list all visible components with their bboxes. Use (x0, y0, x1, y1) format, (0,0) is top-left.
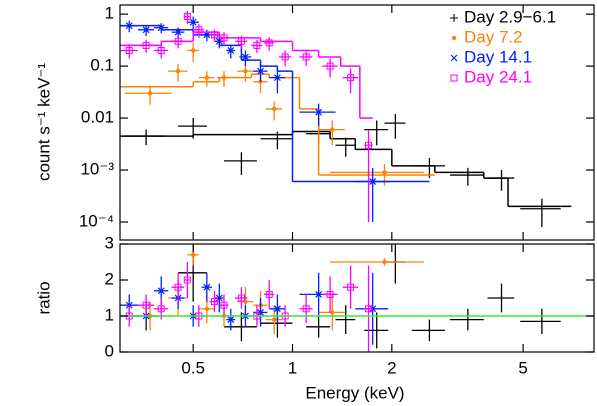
y-tick-label: 10⁻⁴ (79, 211, 114, 230)
marker (450, 54, 458, 62)
marker (174, 28, 182, 36)
marker (271, 317, 277, 322)
y-axis-label: count s⁻¹ keV⁻¹ (34, 63, 53, 181)
marker (330, 310, 335, 315)
marker (157, 287, 165, 295)
x-tick-label: 0.5 (181, 358, 205, 377)
legend-label: Day 2.9−6.1 (464, 7, 556, 26)
marker (174, 37, 182, 45)
marker (265, 39, 273, 47)
legend-label: Day 7.2 (464, 27, 523, 46)
marker (142, 301, 150, 309)
marker (347, 283, 355, 291)
marker (147, 91, 153, 96)
marker (190, 252, 196, 257)
legend-label: Day 14.1 (464, 47, 532, 66)
marker (174, 283, 182, 291)
marker (243, 299, 248, 304)
y-tick-label: 3 (105, 233, 114, 252)
ratio-axis-label: ratio (34, 281, 53, 314)
marker (265, 290, 273, 298)
marker (189, 18, 197, 26)
marker (125, 46, 133, 54)
marker (326, 62, 334, 70)
marker (204, 306, 210, 311)
y-tick-label: 10⁻³ (80, 160, 114, 179)
y-tick-label: 0.1 (90, 56, 114, 75)
x-tick-label: 5 (518, 358, 527, 377)
marker (382, 170, 387, 175)
marker (183, 13, 191, 21)
marker (203, 283, 211, 291)
x-tick-label: 1 (288, 358, 297, 377)
marker (220, 301, 228, 309)
marker (157, 305, 165, 313)
marker (210, 298, 218, 306)
marker (450, 14, 458, 22)
frame (119, 243, 595, 353)
marker (210, 31, 218, 39)
marker (220, 34, 228, 42)
marker (382, 259, 387, 265)
marker (227, 316, 235, 324)
marker (273, 74, 281, 82)
marker (204, 75, 210, 80)
marker (125, 22, 133, 30)
marker (326, 290, 334, 298)
frame (119, 4, 595, 241)
marker (237, 37, 245, 45)
marker (369, 178, 377, 185)
marker (365, 305, 373, 313)
marker (451, 35, 457, 41)
y-tick-label: 0 (105, 341, 114, 360)
marker (257, 308, 264, 316)
marker (237, 294, 245, 302)
legend-label: Day 24.1 (464, 67, 532, 86)
spectrum-panel (120, 10, 572, 228)
y-tick-label: 2 (105, 269, 114, 288)
marker (273, 305, 281, 313)
marker (302, 305, 310, 313)
x-axis-label: Energy (keV) (305, 383, 404, 402)
marker (221, 75, 227, 80)
marker (271, 106, 277, 112)
x-tick-label: 2 (387, 358, 396, 377)
marker (157, 46, 165, 54)
marker (450, 74, 458, 82)
y-tick-label: 0.01 (81, 108, 114, 127)
marker (369, 305, 377, 313)
marker (347, 74, 355, 82)
marker (142, 41, 150, 49)
y-tick-label: 1 (105, 4, 114, 23)
marker (315, 290, 323, 298)
ratio-panel (120, 244, 594, 352)
marker (243, 68, 248, 74)
marker (302, 53, 310, 61)
marker (281, 53, 289, 61)
marker (365, 141, 373, 149)
marker (183, 276, 191, 284)
marker (142, 26, 150, 34)
y-tick-label: 1 (105, 305, 114, 324)
marker (175, 68, 181, 74)
marker (242, 53, 249, 61)
marker (257, 67, 264, 75)
marker (190, 48, 196, 53)
marker (253, 41, 261, 49)
marker (315, 108, 323, 116)
marker (195, 26, 203, 34)
marker (330, 127, 335, 132)
marker (157, 24, 165, 32)
marker (227, 47, 235, 54)
